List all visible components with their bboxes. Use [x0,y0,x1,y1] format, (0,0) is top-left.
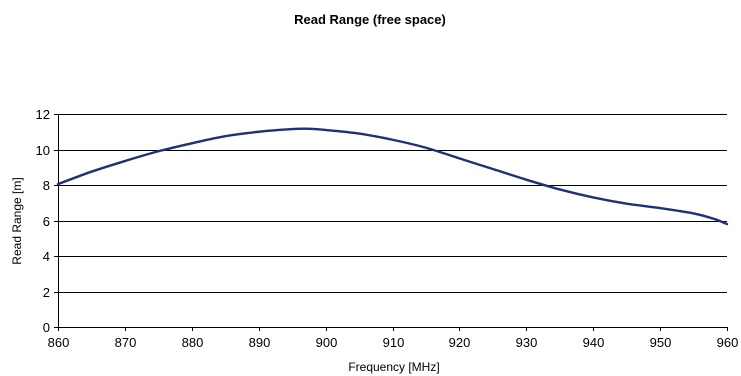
x-tick-label-880: 880 [182,335,204,350]
y-tick-label-0: 0 [43,320,50,335]
x-tick-label-870: 870 [115,335,137,350]
x-axis-label: Frequency [MHz] [348,360,439,374]
x-tick-label-920: 920 [449,335,471,350]
y-tick-label-12: 12 [36,107,50,122]
y-tick-label-6: 6 [43,214,50,229]
axes-layer [54,114,728,331]
tick-labels-layer: 0 2 4 6 8 10 12 860 870 880 890 900 910 920 930 940 950 9… [36,107,739,350]
grid-layer [58,114,727,293]
chart-title: Read Range (free space) [294,12,446,27]
y-tick-label-2: 2 [43,285,50,300]
x-tick-label-860: 860 [48,335,70,350]
x-tick-label-900: 900 [316,335,338,350]
x-tick-label-890: 890 [249,335,271,350]
series-line-0 [56,127,729,226]
y-tick-label-8: 8 [43,178,50,193]
x-tick-label-930: 930 [516,335,538,350]
y-tick-label-4: 4 [43,249,50,264]
y-tick-label-10: 10 [36,143,50,158]
series-layer [56,127,729,226]
y-axis-label: Read Range [m] [10,177,24,264]
x-tick-label-960: 960 [717,335,739,350]
x-tick-label-910: 910 [383,335,405,350]
x-tick-label-940: 940 [583,335,605,350]
x-tick-label-950: 950 [650,335,672,350]
